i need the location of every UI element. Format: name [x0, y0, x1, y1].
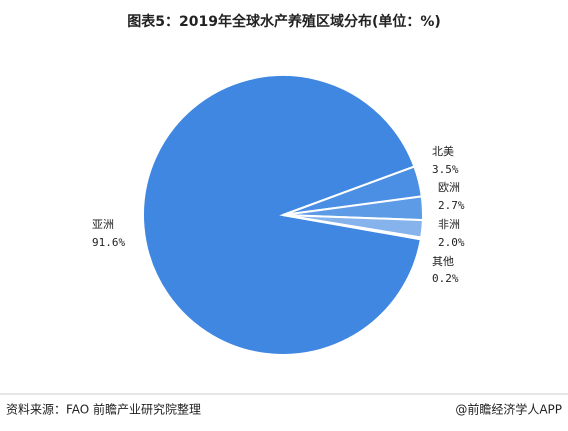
- value-label: 2.0%: [438, 236, 465, 249]
- brand: @前瞻经济学人APP: [455, 402, 562, 417]
- slice-label: 亚洲: [92, 218, 114, 231]
- value-label: 91.6%: [92, 236, 125, 249]
- slice-label: 其他: [432, 255, 454, 268]
- chart-title: 图表5：2019年全球水产养殖区域分布(单位：%): [127, 13, 441, 30]
- slice-label: 欧洲: [438, 181, 460, 194]
- source-note: 资料来源：FAO 前瞻产业研究院整理: [6, 402, 201, 417]
- value-label: 0.2%: [432, 272, 459, 285]
- slice-label: 非洲: [438, 218, 460, 231]
- slice-label: 北美: [432, 145, 454, 158]
- value-label: 2.7%: [438, 199, 465, 212]
- pie-slice: [282, 214, 423, 241]
- value-label: 3.5%: [432, 163, 459, 176]
- pie-slice: [142, 74, 423, 356]
